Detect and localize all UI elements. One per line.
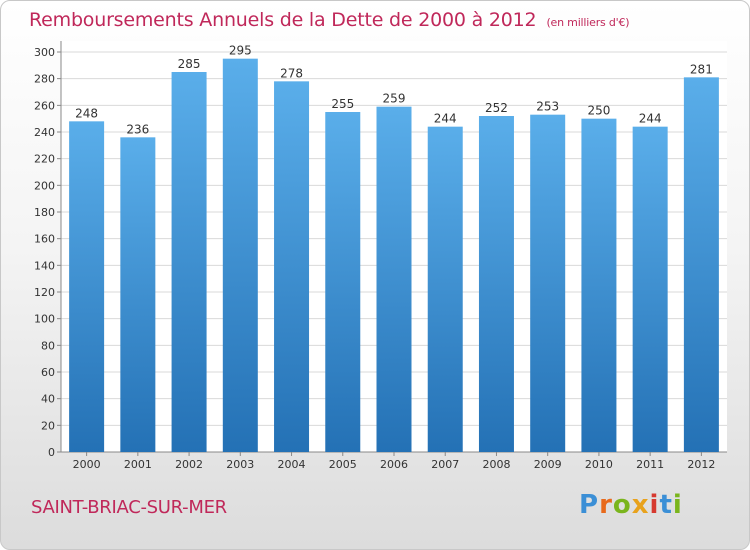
value-label: 259 — [383, 92, 406, 106]
value-label: 250 — [587, 104, 610, 118]
y-tick-label: 300 — [34, 46, 55, 59]
y-tick-label: 240 — [34, 126, 55, 139]
value-label: 248 — [75, 106, 98, 120]
bar-2001 — [120, 137, 156, 453]
bar-2004 — [274, 81, 310, 452]
value-label: 285 — [178, 57, 201, 71]
chart-title-row: Remboursements Annuels de la Dette de 20… — [29, 9, 630, 31]
x-tick-label: 2003 — [226, 458, 254, 471]
value-label: 255 — [331, 97, 354, 111]
x-tick-label: 2010 — [585, 458, 613, 471]
chart-title: Remboursements Annuels de la Dette de 20… — [29, 9, 537, 31]
y-tick-label: 220 — [34, 153, 55, 166]
chart-subtitle: (en milliers d'€) — [546, 16, 630, 29]
bar-2005 — [325, 112, 361, 452]
value-label: 278 — [280, 66, 303, 80]
x-tick-label: 2007 — [431, 458, 459, 471]
y-tick-label: 60 — [41, 366, 55, 379]
bar-2008 — [478, 116, 514, 452]
y-tick-label: 0 — [48, 446, 55, 459]
x-tick-label: 2000 — [73, 458, 101, 471]
value-label: 253 — [536, 100, 559, 114]
bars — [69, 58, 719, 453]
x-tick-label: 2012 — [687, 458, 715, 471]
value-label: 295 — [229, 44, 252, 58]
bar-2002 — [171, 72, 207, 452]
y-tick-label: 200 — [34, 179, 55, 192]
bar-2012 — [683, 77, 719, 452]
x-tick-label: 2004 — [278, 458, 306, 471]
value-labels: 248 236 285 295 278 255 259 244 252 253 250 244 281 — [75, 44, 713, 137]
x-tick-label: 2009 — [534, 458, 562, 471]
bar-2000 — [69, 121, 105, 452]
y-tick-label: 280 — [34, 73, 55, 86]
value-label: 281 — [690, 62, 713, 76]
y-tick-label: 20 — [41, 419, 55, 432]
value-label: 244 — [434, 112, 457, 126]
bar-2009 — [530, 114, 566, 453]
y-tick-label: 180 — [34, 206, 55, 219]
y-tick-label: 80 — [41, 339, 55, 352]
x-axis: 2000 2001 2002 2003 2004 2005 2006 2007 2008 2009… — [73, 452, 715, 471]
y-tick-label: 100 — [34, 313, 55, 326]
commune-name: SAINT-BRIAC-SUR-MER — [31, 497, 227, 518]
y-tick-label: 40 — [41, 393, 55, 406]
x-tick-label: 2011 — [636, 458, 664, 471]
value-label: 252 — [485, 101, 508, 115]
x-tick-label: 2002 — [175, 458, 203, 471]
y-tick-label: 160 — [34, 233, 55, 246]
x-tick-label: 2005 — [329, 458, 357, 471]
bar-2003 — [222, 58, 258, 453]
bar-2007 — [427, 126, 463, 453]
bar-2010 — [581, 118, 617, 453]
x-tick-label: 2008 — [482, 458, 510, 471]
x-tick-label: 2001 — [124, 458, 152, 471]
value-label: 244 — [639, 112, 662, 126]
value-label: 236 — [126, 122, 149, 136]
y-tick-label: 120 — [34, 286, 55, 299]
y-tick-label: 260 — [34, 99, 55, 112]
x-tick-label: 2006 — [380, 458, 408, 471]
proxiti-logo: Proxiti — [579, 490, 683, 520]
y-tick-label: 140 — [34, 259, 55, 272]
bar-2006 — [376, 106, 412, 453]
bar-2011 — [632, 126, 668, 453]
